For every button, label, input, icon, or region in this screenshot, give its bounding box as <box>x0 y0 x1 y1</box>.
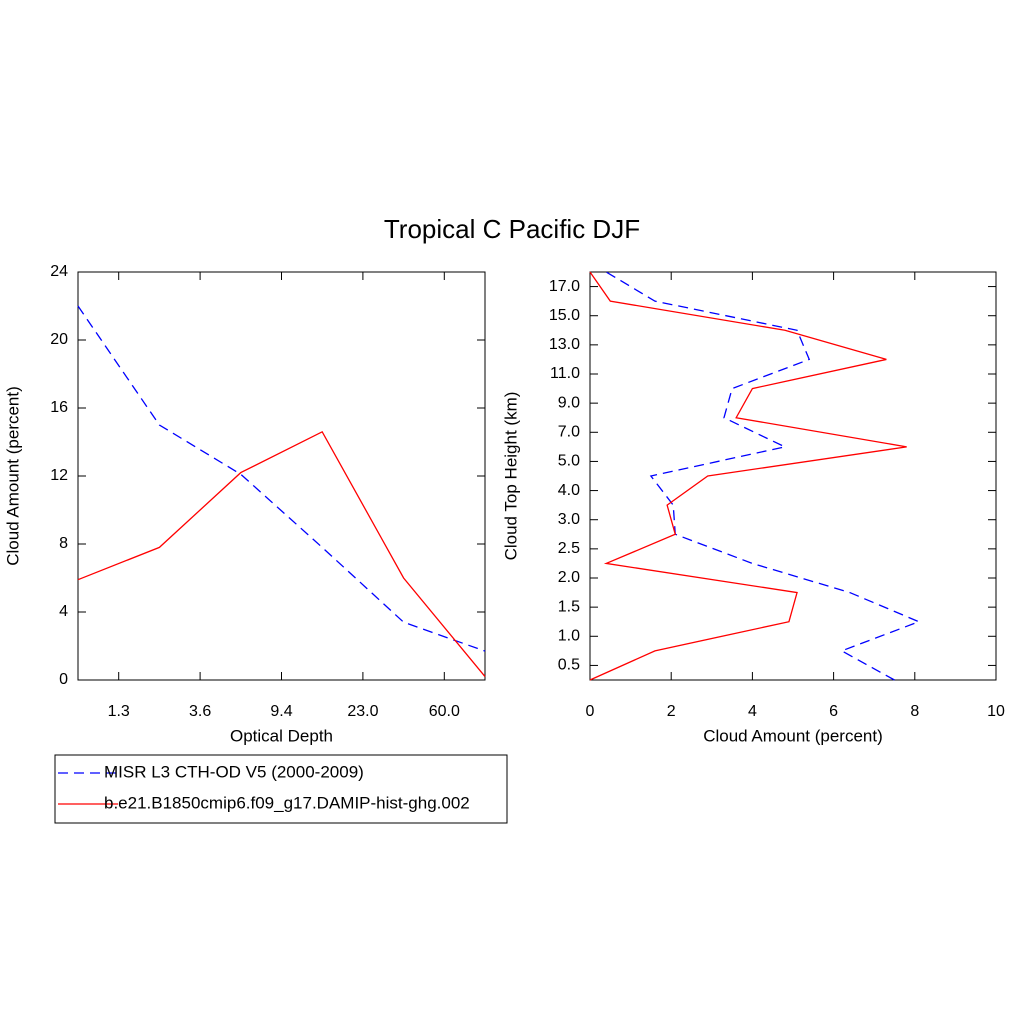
y-tick-label: 1.5 <box>558 598 580 615</box>
y-tick-label: 13.0 <box>549 336 580 353</box>
y-tick-label: 8 <box>59 535 68 552</box>
y-tick-label: 5.0 <box>558 453 580 470</box>
y-tick-label: 11.0 <box>550 365 580 382</box>
series-line <box>77 305 486 652</box>
x-tick-label: 60.0 <box>429 703 460 720</box>
x-tick-label: 2 <box>667 703 676 720</box>
y-tick-label: 2.5 <box>558 540 580 557</box>
x-axis-label: Cloud Amount (percent) <box>703 726 883 745</box>
y-tick-label: 0 <box>59 671 68 688</box>
y-tick-label: 2.0 <box>558 569 580 586</box>
y-tick-label: 4.0 <box>558 482 580 499</box>
y-tick-label: 1.0 <box>558 628 580 645</box>
plot-frame <box>589 271 997 681</box>
legend-label: MISR L3 CTH-OD V5 (2000-2009) <box>104 762 364 781</box>
x-tick-label: 1.3 <box>108 703 130 720</box>
y-tick-label: 4 <box>59 603 68 620</box>
x-tick-label: 23.0 <box>347 703 378 720</box>
legend-label: b.e21.B1850cmip6.f09_g17.DAMIP-hist-ghg.… <box>104 793 470 812</box>
x-tick-label: 10 <box>987 703 1005 720</box>
x-tick-label: 3.6 <box>189 703 211 720</box>
x-tick-label: 6 <box>829 703 838 720</box>
series-line <box>605 271 921 681</box>
series-line <box>589 271 907 681</box>
x-axis-label: Optical Depth <box>230 726 333 745</box>
y-tick-label: 24 <box>50 263 68 280</box>
y-tick-label: 20 <box>50 331 68 348</box>
y-axis-label: Cloud Amount (percent) <box>3 386 22 566</box>
x-tick-label: 8 <box>910 703 919 720</box>
y-tick-label: 0.5 <box>558 657 580 674</box>
y-tick-label: 16 <box>50 399 68 416</box>
y-tick-label: 7.0 <box>558 424 580 441</box>
x-tick-label: 4 <box>748 703 757 720</box>
series-line <box>77 430 486 678</box>
y-tick-label: 15.0 <box>549 307 580 324</box>
y-tick-label: 17.0 <box>549 278 580 295</box>
x-tick-label: 0 <box>586 703 595 720</box>
legend-box <box>54 754 508 824</box>
y-axis-label: Cloud Top Height (km) <box>501 392 520 561</box>
y-tick-label: 12 <box>50 467 68 484</box>
y-tick-label: 9.0 <box>558 394 580 411</box>
plot-frame <box>77 271 486 681</box>
x-tick-label: 9.4 <box>270 703 292 720</box>
y-tick-label: 3.0 <box>558 511 580 528</box>
chart-title: Tropical C Pacific DJF <box>384 214 640 244</box>
